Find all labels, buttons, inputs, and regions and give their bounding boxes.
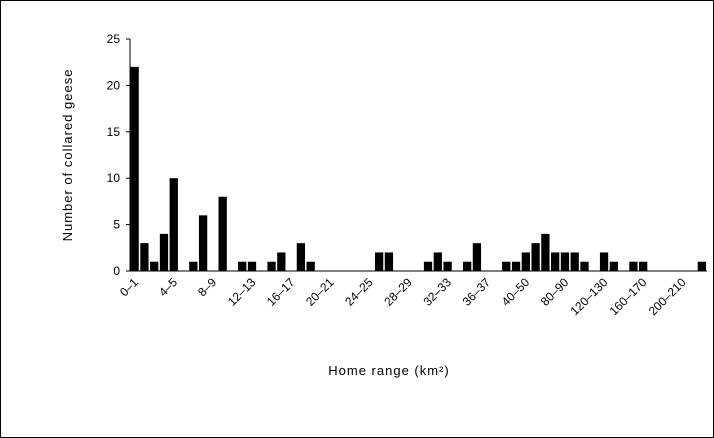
bar — [384, 252, 394, 271]
bar — [463, 261, 472, 271]
bar — [531, 243, 540, 271]
x-tick-label: 80–90 — [538, 275, 572, 309]
y-axis-title: Number of collared geese — [60, 69, 75, 242]
bar — [511, 261, 521, 271]
bar — [599, 252, 609, 271]
bar — [267, 261, 276, 271]
bar — [277, 252, 286, 271]
y-tick-label: 10 — [107, 171, 121, 185]
bar — [433, 252, 442, 271]
x-tick-label: 120–130 — [567, 275, 610, 318]
bar — [296, 243, 306, 271]
y-tick-label: 20 — [107, 78, 121, 92]
x-tick-label: 20–21 — [303, 275, 337, 309]
bar — [502, 261, 511, 271]
bar — [551, 252, 560, 271]
x-tick-label: 4–5 — [156, 275, 180, 299]
y-tick-label: 0 — [113, 264, 120, 278]
x-tick-label: 0–1 — [117, 275, 141, 299]
bar — [306, 261, 315, 271]
bars-group — [130, 66, 706, 271]
y-tick-label: 25 — [107, 32, 121, 46]
bar — [198, 215, 208, 271]
bar — [247, 261, 257, 271]
bar — [521, 252, 530, 271]
bar — [443, 261, 452, 271]
bar — [629, 261, 638, 271]
x-tick-label: 40–50 — [499, 275, 533, 309]
x-tick-label: 28–29 — [381, 275, 415, 309]
bar — [130, 66, 139, 271]
bar — [609, 261, 618, 271]
x-tick-label: 36–37 — [460, 275, 494, 309]
x-tick-label: 32–33 — [420, 275, 454, 309]
y-tick-label: 5 — [113, 218, 120, 232]
bar — [189, 261, 198, 271]
x-ticks-group: 0–1 4–5 8–9 12–13 16–17 20–21 24–25 28–29 32–33 3… — [117, 275, 689, 318]
bar — [639, 261, 648, 271]
y-tick-label: 15 — [107, 125, 121, 139]
bar — [560, 252, 570, 271]
bar — [541, 233, 550, 271]
bar — [169, 178, 178, 271]
bar — [570, 252, 579, 271]
x-tick-label: 24–25 — [342, 275, 376, 309]
bar — [580, 261, 589, 271]
x-tick-label: 200–210 — [646, 275, 689, 318]
bar — [423, 261, 433, 271]
y-ticks-group: 0 5 10 15 20 25 — [107, 32, 130, 278]
bar — [238, 261, 247, 271]
x-tick-label: 16–17 — [264, 275, 298, 309]
bar — [218, 196, 227, 271]
x-tick-label: 8–9 — [195, 275, 219, 299]
x-axis-title: Home range (km²) — [328, 363, 449, 378]
x-tick-label: 160–170 — [607, 275, 650, 318]
bar — [374, 252, 384, 271]
bar — [159, 233, 169, 271]
bar — [472, 243, 482, 271]
bar — [697, 261, 706, 271]
x-tick-label: 12–13 — [225, 275, 259, 309]
bar — [150, 261, 159, 271]
bar — [140, 243, 149, 271]
